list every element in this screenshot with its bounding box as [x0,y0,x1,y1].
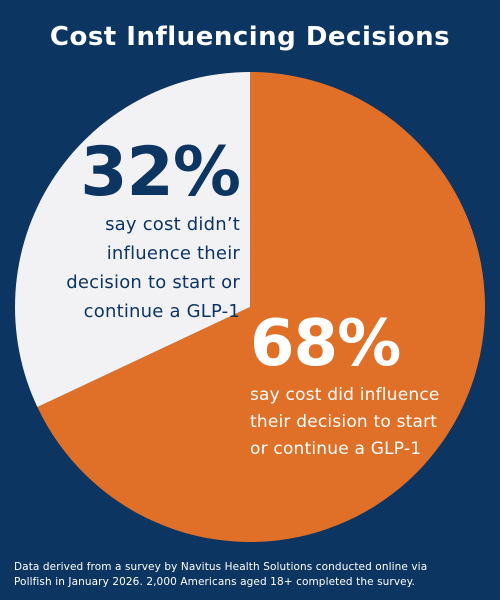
desc-line: decision to start or [66,272,240,293]
desc-line: or continue a GLP-1 [250,439,422,459]
desc-line: continue a GLP-1 [83,301,240,322]
pie-slice-68-percent [37,72,486,542]
desc-line: say cost didn’t [105,214,240,235]
data-label-68-percent: 68% [250,307,401,381]
slice-description-32: say cost didn’t influence their decision… [40,210,240,326]
desc-line: influence their [106,243,240,264]
slice-description-68: say cost did influence their decision to… [250,382,460,463]
data-label-32-percent: 32% [80,133,241,212]
slice-label-32: 32% say cost didn’t influence their deci… [40,133,241,326]
desc-line: their decision to start [250,412,438,432]
desc-line: say cost did influence [250,385,440,405]
source-footnote: Data derived from a survey by Navitus He… [14,560,490,590]
slice-label-68: 68% say cost did influence their decisio… [250,312,460,463]
pie-slice-32-percent [14,71,251,408]
footnote-line: Pollfish in January 2026. 2,000 American… [14,576,415,588]
chart-title: Cost Influencing Decisions [49,22,451,52]
footnote-line: Data derived from a survey by Navitus He… [14,561,428,573]
